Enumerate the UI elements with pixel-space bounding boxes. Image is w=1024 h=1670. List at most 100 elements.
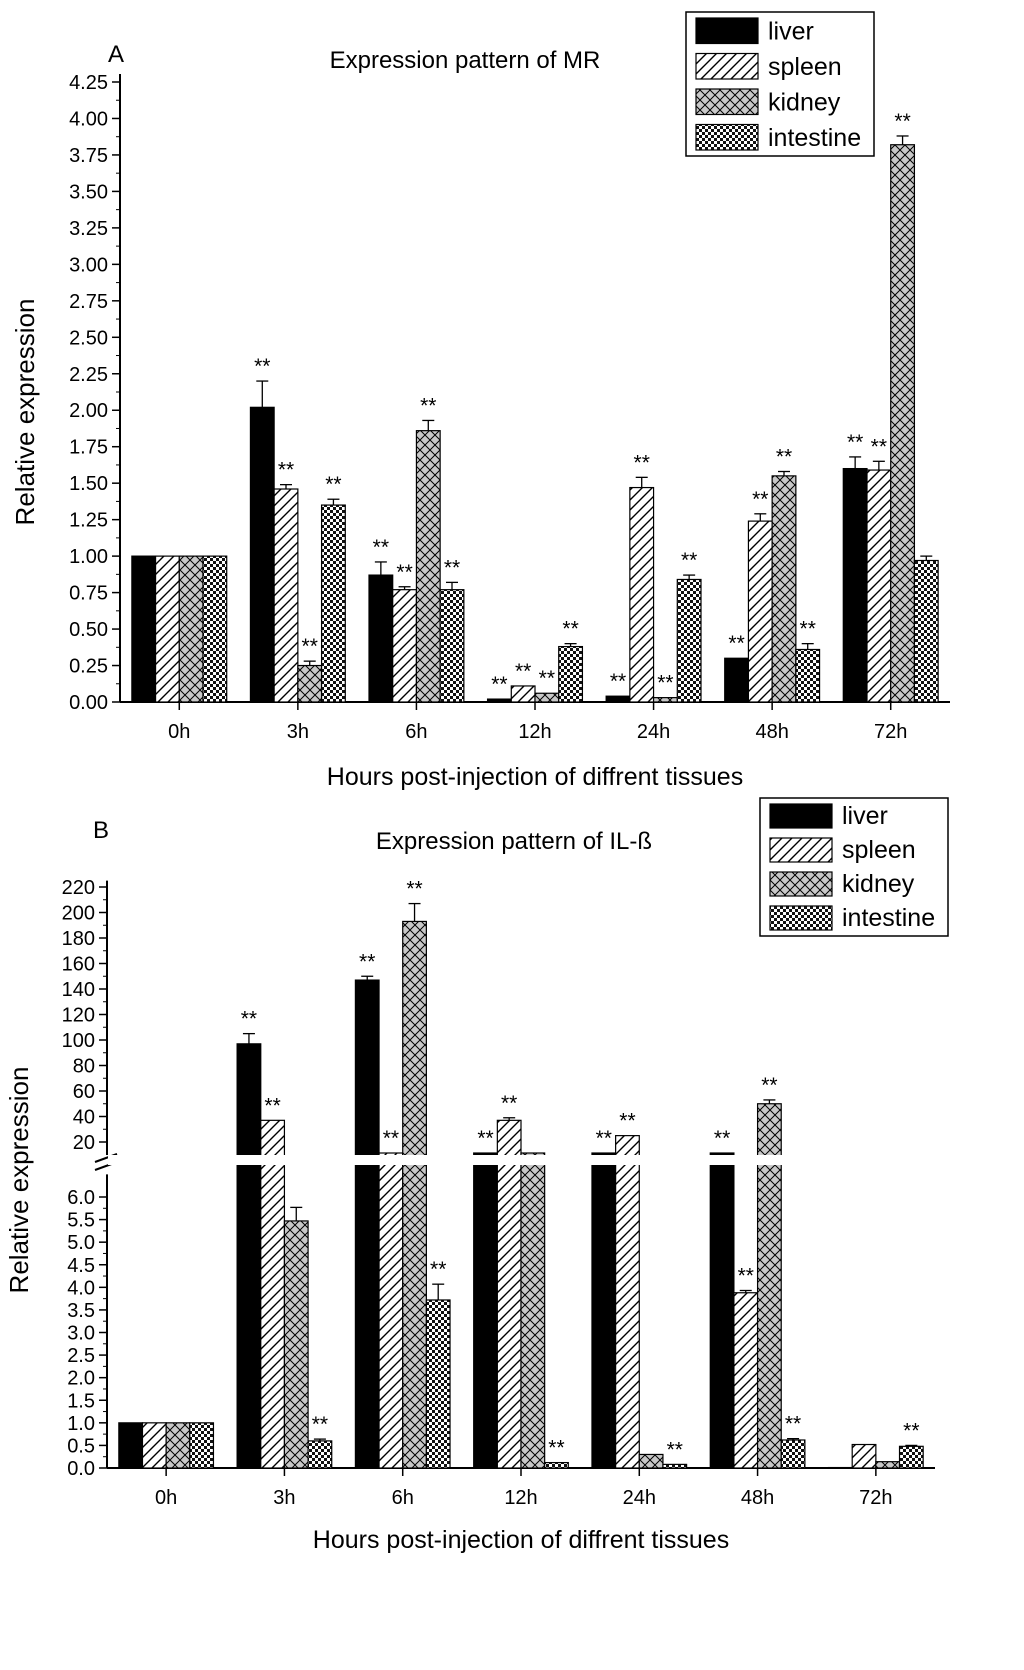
chart-panel-b: 0.00.51.01.52.02.53.03.54.04.55.05.56.0 2… xyxy=(4,797,949,1554)
y-tick-label: 2.50 xyxy=(69,327,108,349)
y-tick-label: 1.00 xyxy=(69,546,108,568)
bar-intestine-72h xyxy=(898,1445,924,1469)
significance-label: ** xyxy=(785,1413,801,1436)
bar-liver-24h xyxy=(591,1152,617,1469)
significance-label: ** xyxy=(359,950,375,973)
legend-swatch-intestine xyxy=(769,905,833,931)
bar-kidney-24h xyxy=(652,697,678,703)
y-tick-label: 1.5 xyxy=(67,1390,95,1412)
y-tick-label: 5.0 xyxy=(67,1232,95,1254)
bar-intestine-24h xyxy=(676,578,702,703)
bar-spleen-6h xyxy=(378,1152,404,1469)
x-tick-label: 24h xyxy=(623,1487,656,1509)
legend-swatch-kidney xyxy=(769,871,833,897)
y-tick-label: 2.25 xyxy=(69,364,108,386)
y-tick-label: 0.0 xyxy=(67,1458,95,1480)
x-tick-label: 72h xyxy=(874,721,907,743)
significance-label: ** xyxy=(325,473,341,496)
significance-label: ** xyxy=(714,1127,730,1150)
significance-label: ** xyxy=(657,672,673,695)
y-tick-label: 160 xyxy=(62,954,95,976)
bar-liver-0h xyxy=(118,1422,144,1469)
bar-intestine-72h xyxy=(913,559,939,703)
x-tick-label: 48h xyxy=(741,1487,774,1509)
x-tick-label: 6h xyxy=(392,1487,414,1509)
significance-label: ** xyxy=(847,431,863,454)
bar-spleen-0h xyxy=(141,1422,167,1469)
bar-intestine-6h xyxy=(425,1299,451,1469)
bar-liver-72h xyxy=(842,467,868,703)
significance-label: ** xyxy=(761,1074,777,1097)
bar-spleen-48h xyxy=(733,1292,759,1469)
significance-label: ** xyxy=(373,536,389,559)
significance-label: ** xyxy=(420,394,436,417)
y-tick-label: 2.75 xyxy=(69,291,108,313)
legend-swatch-kidney xyxy=(695,88,759,116)
significance-label: ** xyxy=(752,488,768,511)
y-tick-label: 1.0 xyxy=(67,1413,95,1435)
y-tick-label: 5.5 xyxy=(67,1210,95,1232)
significance-label: ** xyxy=(241,1008,257,1031)
legend-label-spleen: spleen xyxy=(842,836,916,864)
y-tick-label: 60 xyxy=(73,1081,95,1103)
bar-spleen-3h xyxy=(260,1119,286,1469)
legend-swatch-liver xyxy=(695,17,759,45)
bar-liver-3h xyxy=(249,406,275,703)
significance-label: ** xyxy=(491,673,507,696)
y-tick-label: 0.50 xyxy=(69,619,108,641)
y-tick-label: 0.00 xyxy=(69,692,108,714)
bar-spleen-72h xyxy=(866,469,892,703)
bar-kidney-6h xyxy=(402,920,427,1469)
panel-letter: A xyxy=(108,41,124,68)
significance-label: ** xyxy=(430,1258,446,1281)
bar-intestine-3h xyxy=(307,1440,333,1469)
significance-label: ** xyxy=(619,1110,635,1133)
significance-label: ** xyxy=(278,459,294,482)
legend-label-intestine: intestine xyxy=(768,124,861,152)
x-tick-label: 24h xyxy=(637,721,670,743)
y-tick-label: 3.0 xyxy=(67,1323,95,1345)
bar-kidney-12h xyxy=(520,1152,546,1469)
bar-intestine-0h xyxy=(202,555,228,703)
significance-label: ** xyxy=(776,446,792,469)
y-tick-label: 2.0 xyxy=(67,1368,95,1390)
y-tick-label: 20 xyxy=(73,1132,95,1154)
x-tick-label: 12h xyxy=(504,1487,537,1509)
y-tick-label: 3.75 xyxy=(69,145,108,167)
bar-intestine-12h xyxy=(544,1461,569,1469)
bar-intestine-6h xyxy=(439,589,465,703)
y-tick-label: 4.5 xyxy=(67,1255,95,1277)
y-tick-label: 1.25 xyxy=(69,510,108,532)
y-tick-label: 120 xyxy=(62,1005,95,1027)
y-axis-label: Relative expression xyxy=(10,299,40,526)
bar-kidney-12h xyxy=(534,692,560,703)
bar-spleen-6h xyxy=(392,589,418,703)
significance-label: ** xyxy=(444,556,460,579)
chart-panel-a: 0.00 0.25 0.50 0.75 1.00 1.25 1.50 1.75 2.00 2.25… xyxy=(10,11,950,791)
bar-intestine-0h xyxy=(189,1422,215,1469)
x-tick-label: 72h xyxy=(859,1487,892,1509)
y-tick-label: 2.00 xyxy=(69,400,108,422)
x-tick-label: 6h xyxy=(405,721,427,743)
significance-label: ** xyxy=(894,110,910,133)
bar-kidney-72h xyxy=(875,1461,901,1469)
legend-label-intestine: intestine xyxy=(842,904,935,932)
significance-label: ** xyxy=(871,435,887,458)
significance-label: ** xyxy=(501,1092,517,1115)
y-tick-label: 4.0 xyxy=(67,1277,95,1299)
chart-title: Expression pattern of IL-ß xyxy=(376,828,652,855)
bar-intestine-12h xyxy=(558,645,584,703)
bar-spleen-24h xyxy=(615,1135,640,1469)
bar-liver-6h xyxy=(354,979,380,1469)
significance-label: ** xyxy=(548,1437,564,1460)
bar-spleen-72h xyxy=(851,1443,877,1469)
chart-title: Expression pattern of MR xyxy=(330,47,601,74)
significance-label: ** xyxy=(800,618,816,641)
significance-label: ** xyxy=(596,1127,612,1150)
y-tick-label: 2.5 xyxy=(67,1345,95,1367)
significance-label: ** xyxy=(396,561,412,584)
bar-liver-12h xyxy=(473,1152,498,1469)
y-tick-label: 40 xyxy=(73,1107,95,1129)
